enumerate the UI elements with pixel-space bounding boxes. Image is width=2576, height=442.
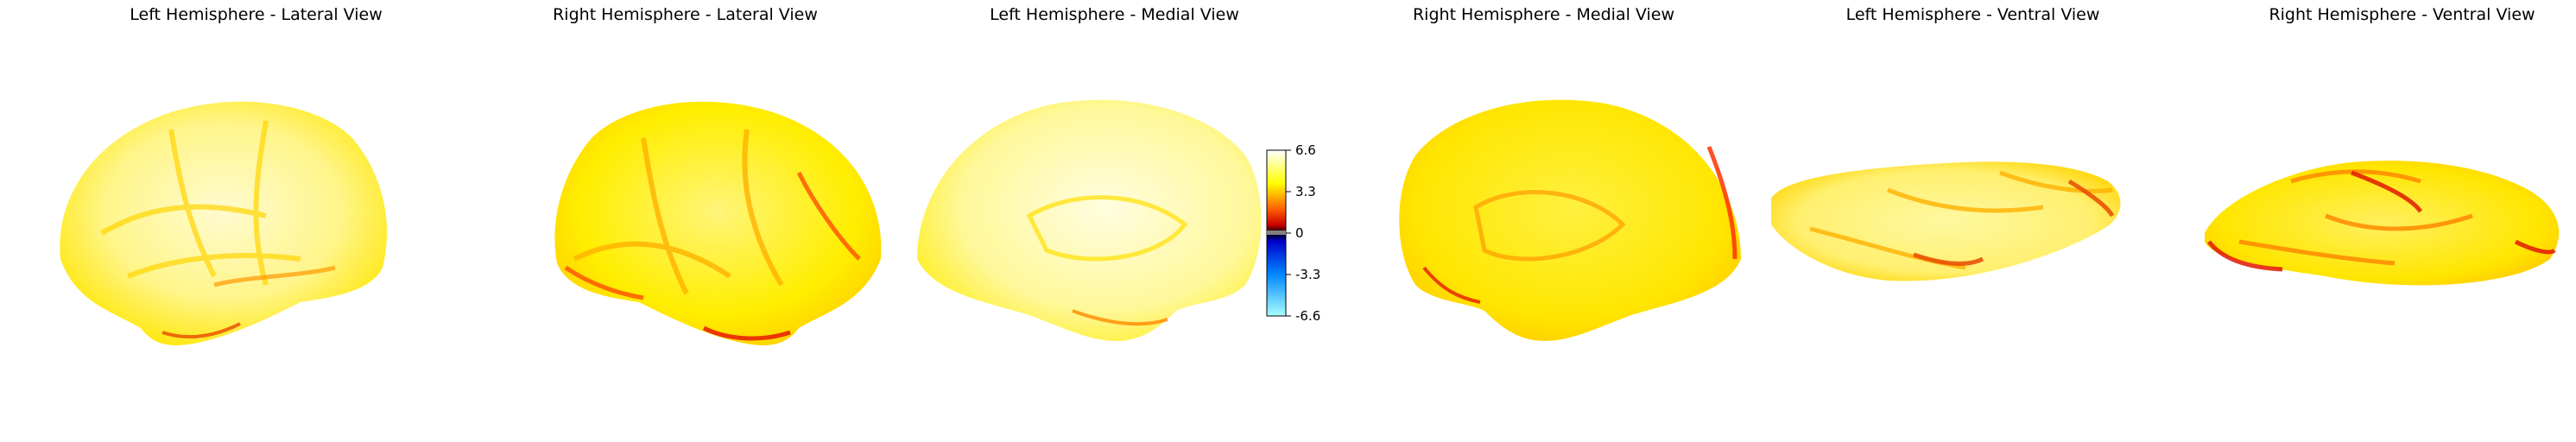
panel-right-ventral: Right Hemisphere - Ventral View <box>2187 0 2576 442</box>
panel-title: Left Hemisphere - Lateral View <box>130 5 383 24</box>
colorbar-tick-label: 3.3 <box>1295 184 1316 199</box>
brain-right-lateral-image <box>554 101 882 346</box>
panel-right-medial: Right Hemisphere - Medial View <box>1329 0 1758 442</box>
brain-right-medial-image <box>1399 99 1741 341</box>
colorbar <box>1266 149 1291 317</box>
panel-title: Right Hemisphere - Ventral View <box>2269 5 2535 24</box>
colorbar-tick-label: -3.3 <box>1295 267 1321 282</box>
colorbar-tick-label: 6.6 <box>1295 142 1316 158</box>
panel-right-lateral: Right Hemisphere - Lateral View <box>471 0 900 442</box>
panel-title: Left Hemisphere - Ventral View <box>1845 5 2100 24</box>
brain-left-ventral-image <box>1771 161 2121 281</box>
panel-left-medial: Left Hemisphere - Medial View <box>900 0 1329 442</box>
brain-right-ventral-image <box>2205 161 2560 286</box>
panel-title: Left Hemisphere - Medial View <box>990 5 1239 24</box>
colorbar-tick-label: 0 <box>1295 225 1304 241</box>
panel-title: Right Hemisphere - Medial View <box>1412 5 1675 24</box>
panel-left-ventral: Left Hemisphere - Ventral View <box>1758 0 2187 442</box>
brain-left-lateral-image <box>60 101 388 346</box>
panel-left-lateral: Left Hemisphere - Lateral View <box>41 0 471 442</box>
panel-title: Right Hemisphere - Lateral View <box>553 5 818 24</box>
colorbar-tick-label: -6.6 <box>1295 308 1321 324</box>
brain-left-medial-image <box>917 99 1262 341</box>
